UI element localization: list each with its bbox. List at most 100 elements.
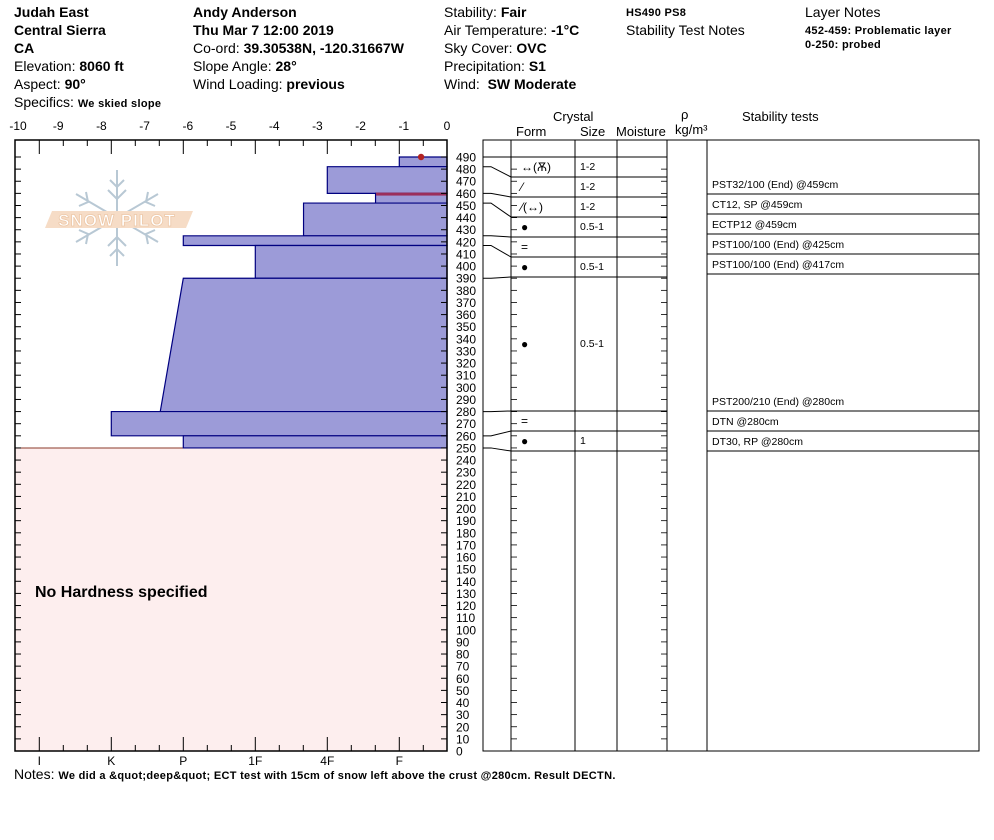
elevation-value: 8060 ft [79, 58, 124, 74]
depth-tick-label: 230 [456, 466, 476, 480]
depth-tick-label: 110 [456, 611, 475, 625]
moisture-header: Moisture [616, 124, 666, 139]
grain-form: ● [521, 434, 529, 448]
depth-tick-label: 390 [456, 272, 476, 286]
grain-size: 1-2 [580, 161, 596, 173]
snowpilot-logo: SNOW PILOT [45, 170, 193, 266]
notes-label: Notes: [14, 766, 59, 782]
hardness-tick-label: 4F [320, 754, 334, 768]
temperature-tick-label: -1 [398, 119, 409, 133]
density-rho-header: ρ [681, 107, 689, 122]
depth-tick-label: 210 [456, 490, 476, 504]
depth-tick-label: 180 [456, 526, 476, 540]
layer-note: 0-250: probed [805, 39, 882, 51]
form-header: Form [516, 124, 547, 139]
depth-tick-label: 100 [456, 623, 476, 637]
wind: Wind: SW Moderate [444, 75, 576, 93]
logo-band [45, 211, 193, 228]
layer-connector [483, 430, 512, 437]
slope-label: Slope Angle: [193, 58, 276, 74]
wind-label: Wind: [444, 76, 488, 92]
depth-tick-label: 440 [456, 211, 476, 225]
precip-value: S1 [528, 58, 546, 74]
layer-connector [483, 447, 512, 452]
layer-connector [483, 276, 512, 279]
temperature-tick-label: 0 [444, 119, 451, 133]
depth-tick-label: 90 [456, 635, 470, 649]
depth-tick-label: 470 [456, 175, 476, 189]
hs-ps: HS490 PS8 [626, 7, 687, 19]
hardness-tick-label: P [179, 754, 187, 768]
depth-tick-label: 280 [456, 405, 476, 419]
grain-size: 1-2 [580, 201, 596, 213]
temperature-tick-label: -9 [53, 119, 64, 133]
layer-connector [483, 192, 512, 198]
depth-tick-label: 410 [456, 247, 476, 261]
wind-loading: Wind Loading: previous [193, 75, 345, 93]
logo-text: SNOW PILOT [58, 211, 176, 230]
range-name: Central Sierra [14, 22, 106, 38]
depth-tick-label: 160 [456, 551, 476, 565]
no-hardness-label: No Hardness specified [35, 584, 208, 601]
hardness-layer [182, 435, 448, 449]
depth-tick-label: 360 [456, 308, 476, 322]
depth-tick-label: 70 [456, 660, 470, 674]
stability-value: Fair [500, 4, 527, 20]
coord-label: Co-ord: [193, 40, 244, 56]
stability: Stability: Fair [444, 3, 527, 21]
grain-size: 0.5-1 [580, 338, 604, 350]
grain-size: 1-2 [580, 181, 596, 193]
depth-tick-label: 0 [456, 745, 463, 759]
grain-form: ⁄(↔) [521, 200, 543, 214]
stability-label: Stability: [444, 4, 501, 20]
sky-cover: Sky Cover: OVC [444, 39, 547, 57]
depth-tick-label: 20 [456, 720, 470, 734]
depth-tick-label: 10 [456, 732, 470, 746]
depth-tick-label: 120 [456, 599, 476, 613]
depth-tick-label: 220 [456, 478, 476, 492]
temperature-tick-label: -5 [226, 119, 237, 133]
temperature-tick-label: -10 [9, 119, 27, 133]
layer-connector [483, 202, 512, 218]
grain-form: ⁄ [521, 180, 524, 194]
temperature-point [417, 153, 425, 161]
hardness-layer [326, 166, 448, 194]
grain-form: ● [521, 260, 529, 274]
depth-tick-label: 340 [456, 332, 476, 346]
air-temperature: Air Temperature: -1°C [444, 21, 579, 39]
coordinates: Co-ord: 39.30538N, -120.31667W [193, 39, 404, 57]
depth-tick-label: 50 [456, 684, 470, 698]
layer-connector [483, 166, 512, 178]
temperature-tick-label: -8 [96, 119, 107, 133]
precipitation: Precipitation: S1 [444, 57, 546, 75]
stability-test-result: PST100/100 (End) @425cm [712, 239, 845, 251]
temperature-tick-label: -6 [182, 119, 193, 133]
stability-test-result: PST100/100 (End) @417cm [712, 259, 845, 271]
depth-tick-label: 300 [456, 381, 476, 395]
depth-tick-label: 310 [456, 369, 476, 383]
temperature-tick-label: -2 [355, 119, 366, 133]
grain-form: ● [521, 337, 529, 351]
grain-form: ● [521, 220, 529, 234]
stability-tests-header: Stability tests [742, 109, 819, 124]
density-unit-header: kg/m³ [675, 122, 708, 137]
depth-tick-label: 490 [456, 151, 476, 165]
depth-tick-label: 170 [456, 538, 476, 552]
depth-tick-label: 450 [456, 199, 476, 213]
wind-loading-label: Wind Loading: [193, 76, 287, 92]
notes-value: We did a &quot;deep&quot; ECT test with … [58, 770, 616, 782]
hardness-layer [182, 235, 448, 247]
depth-tick-label: 140 [456, 575, 476, 589]
depth-tick-label: 350 [456, 320, 476, 334]
depth-tick-label: 130 [456, 587, 476, 601]
stability-test-result: CT12, SP @459cm [712, 199, 803, 211]
crystal-header: Crystal [553, 109, 594, 124]
specifics-value: We skied slope [77, 98, 162, 110]
sky-label: Sky Cover: [444, 40, 517, 56]
depth-tick-label: 400 [456, 260, 476, 274]
layer-note: 452-459: Problematic layer [805, 25, 952, 37]
size-header: Size [580, 124, 606, 139]
depth-tick-label: 460 [456, 187, 476, 201]
location-name: Judah East [14, 4, 89, 20]
wind-loading-value: previous [286, 76, 345, 92]
